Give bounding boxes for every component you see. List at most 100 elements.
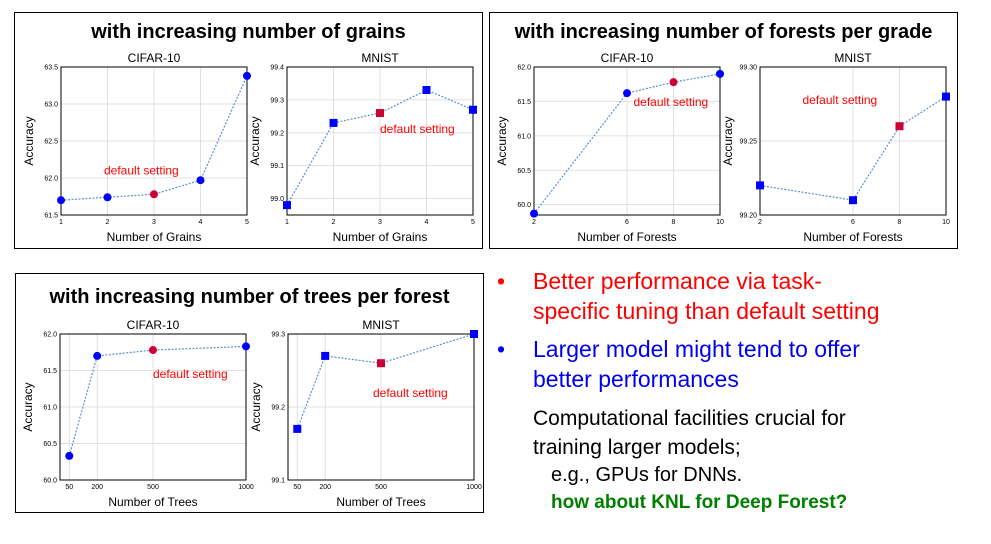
series-line	[759, 96, 947, 201]
x-tick-label: 3	[152, 219, 156, 226]
x-tick-label: 500	[147, 484, 159, 491]
series-line	[296, 333, 475, 430]
y-tick-label: 61.5	[517, 99, 531, 106]
x-tick-label: 2	[106, 219, 110, 226]
panel-title: with increasing number of forests per gr…	[514, 21, 933, 43]
data-point	[716, 69, 724, 78]
plot-frame	[286, 66, 474, 216]
x-tick-label: 4	[199, 219, 203, 226]
default-setting-annotation: default setting	[153, 367, 228, 381]
y-tick-label: 60.5	[517, 168, 531, 175]
y-tick-label: 62.0	[43, 332, 57, 339]
y-tick-label: 99.25	[739, 139, 757, 146]
data-point	[469, 105, 477, 114]
data-point	[150, 190, 158, 199]
plot-frame	[287, 333, 475, 481]
x-tick-label: 500	[375, 484, 387, 491]
data-point	[756, 181, 764, 190]
chart-title: CIFAR-10	[127, 318, 180, 332]
plot-frame	[60, 66, 248, 216]
example-gpus-line: e.g., GPUs for DNNs.	[551, 464, 743, 486]
data-point	[470, 330, 478, 338]
data-point	[103, 193, 112, 202]
plot-frame	[59, 333, 247, 481]
default-setting-annotation: default setting	[634, 95, 709, 109]
y-tick-label: 63.5	[44, 65, 58, 72]
x-axis-label: Number of Forests	[577, 230, 676, 244]
x-tick-label: 3	[378, 219, 382, 226]
training-larger-models-line: training larger models;	[533, 436, 741, 459]
y-tick-label: 61.0	[517, 133, 531, 140]
y-axis-label: Accuracy	[249, 382, 263, 431]
plot-frame	[759, 66, 947, 216]
y-axis-label: Accuracy	[22, 116, 36, 165]
chart-title: MNIST	[361, 51, 399, 65]
bullet-text-line: specific tuning than default setting	[533, 298, 880, 324]
y-tick-label: 60.5	[43, 441, 57, 448]
y-tick-label: 60.0	[43, 478, 57, 485]
bullet-text-line: Larger model might tend to offer	[533, 336, 860, 362]
x-tick-label: 2	[532, 219, 536, 226]
x-tick-label: 2	[758, 219, 762, 226]
data-point	[321, 351, 330, 360]
panel-title: with increasing number of grains	[91, 21, 406, 43]
chart-title: CIFAR-10	[128, 51, 181, 65]
computational-facilities-line: Computational facilities crucial for	[533, 407, 846, 430]
series-line	[68, 345, 247, 457]
chart-title: MNIST	[834, 51, 872, 65]
x-tick-label: 4	[425, 219, 429, 226]
panel-trees: with increasing number of trees per fore…	[15, 273, 484, 513]
y-tick-label: 62.0	[44, 176, 58, 183]
x-tick-label: 2	[332, 219, 336, 226]
panel-title: with increasing number of trees per fore…	[49, 286, 450, 308]
chart-forests-cifar10: CIFAR-10 2 6 8 10 60.0 60.5 61.0 61.5 62.0 Number …	[495, 51, 724, 244]
chart-forests-mnist: MNIST 2 6 8 10 99.20 99.25 99.30 Number of Fores…	[721, 51, 950, 244]
y-tick-label: 99.3	[271, 332, 285, 339]
default-setting-annotation: default setting	[373, 386, 448, 400]
y-tick-label: 99.1	[271, 478, 285, 485]
y-tick-label: 99.1	[270, 163, 284, 170]
x-axis-label: Number of Trees	[108, 495, 197, 509]
x-tick-label: 10	[716, 219, 724, 226]
bullet-larger-model: • Larger model might tend to offer bette…	[496, 334, 986, 394]
takeaways: • Better performance via task- specific …	[496, 266, 986, 516]
y-axis-label: Accuracy	[21, 382, 35, 431]
data-point	[65, 451, 74, 460]
chart-grains-mnist: MNIST 1 2 3 4 5 99.0 99.1 99.2 99.3 99.4 Number of …	[248, 51, 477, 244]
x-tick-label: 1000	[238, 484, 254, 491]
y-tick-label: 99.3	[270, 97, 284, 104]
data-point	[376, 109, 384, 118]
knl-question-line: how about KNL for Deep Forest?	[551, 492, 848, 513]
chart-trees-cifar10: CIFAR-10 50 200 500 1000 60.0 60.5 61.0 61.5 62.0…	[21, 318, 254, 509]
bullet-text-line: better performances	[533, 366, 739, 392]
x-tick-label: 1	[59, 219, 63, 226]
panel-grains: with increasing number of grains CIFAR-1…	[14, 12, 483, 249]
data-point	[57, 196, 65, 205]
y-tick-label: 62.5	[44, 139, 58, 146]
x-axis-label: Number of Grains	[107, 230, 202, 244]
y-tick-label: 61.0	[43, 405, 57, 412]
series-line	[533, 73, 721, 214]
x-tick-label: 1	[285, 219, 289, 226]
y-tick-label: 99.2	[271, 405, 285, 412]
data-point	[242, 342, 250, 351]
default-setting-annotation: default setting	[803, 93, 878, 107]
y-tick-label: 99.2	[270, 130, 284, 137]
chart-title: MNIST	[362, 318, 400, 332]
data-point	[895, 122, 904, 131]
x-tick-label: 200	[319, 484, 331, 491]
y-tick-label: 61.5	[44, 213, 58, 220]
data-point	[942, 92, 950, 101]
x-tick-label: 8	[672, 219, 676, 226]
bullet-text-line: Better performance via task-	[533, 268, 822, 294]
plot-frame	[533, 66, 721, 216]
x-tick-label: 5	[471, 219, 475, 226]
chart-trees-mnist: MNIST 50 200 500 1000 99.1 99.2 99.3 Number of T…	[249, 318, 482, 509]
x-axis-label: Number of Grains	[333, 230, 428, 244]
panel-forests: with increasing number of forests per gr…	[489, 12, 958, 249]
x-axis-label: Number of Trees	[336, 495, 425, 509]
default-setting-annotation: default setting	[380, 122, 455, 136]
data-point	[669, 78, 678, 87]
bullet-dot: •	[497, 268, 506, 294]
series-line	[60, 75, 248, 201]
